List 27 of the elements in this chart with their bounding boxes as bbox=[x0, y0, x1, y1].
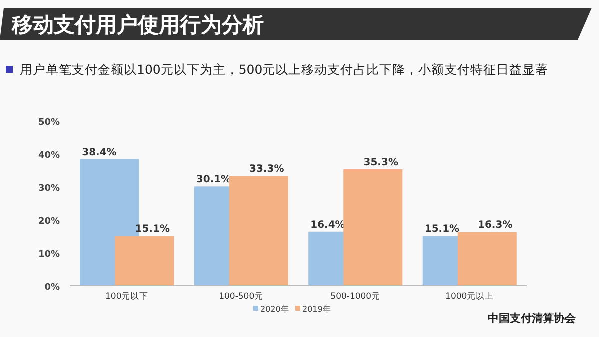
data-label: 35.3% bbox=[364, 158, 398, 169]
bar bbox=[115, 236, 174, 286]
x-tick-label: 100元以下 bbox=[106, 291, 149, 302]
bar bbox=[344, 170, 403, 286]
x-tick-label: 500-1000元 bbox=[330, 291, 381, 302]
data-label: 16.3% bbox=[478, 220, 513, 232]
y-tick-label: 20% bbox=[38, 217, 60, 227]
data-label: 33.3% bbox=[250, 164, 284, 176]
chart-subtitle: 用户单笔支付金额以100元以下为主，500元以上移动支付占比下降，小额支付特征日益显著 bbox=[20, 62, 549, 77]
y-tick-label: 0% bbox=[44, 283, 60, 293]
x-tick-label: 100-500元 bbox=[219, 291, 264, 302]
bar bbox=[458, 232, 517, 286]
legend-label: 2020年 bbox=[260, 305, 289, 314]
data-label: 16.4% bbox=[310, 220, 346, 231]
bar bbox=[229, 176, 288, 286]
chart-title: 移动支付用户使用行为分析 bbox=[11, 13, 264, 37]
data-label: 38.4% bbox=[82, 147, 117, 158]
text: 中国支付清算协会 bbox=[488, 312, 577, 325]
data-label: 15.1% bbox=[424, 224, 460, 236]
legend-label: 2019年 bbox=[302, 305, 331, 314]
data-label: 15.1% bbox=[135, 224, 170, 236]
y-tick-label: 50% bbox=[38, 118, 60, 128]
y-tick-label: 30% bbox=[38, 184, 60, 194]
y-tick-label: 10% bbox=[38, 250, 60, 260]
x-tick-label: 1000元以上 bbox=[446, 291, 494, 302]
y-tick-label: 40% bbox=[38, 151, 60, 161]
data-label: 30.1% bbox=[196, 174, 232, 186]
